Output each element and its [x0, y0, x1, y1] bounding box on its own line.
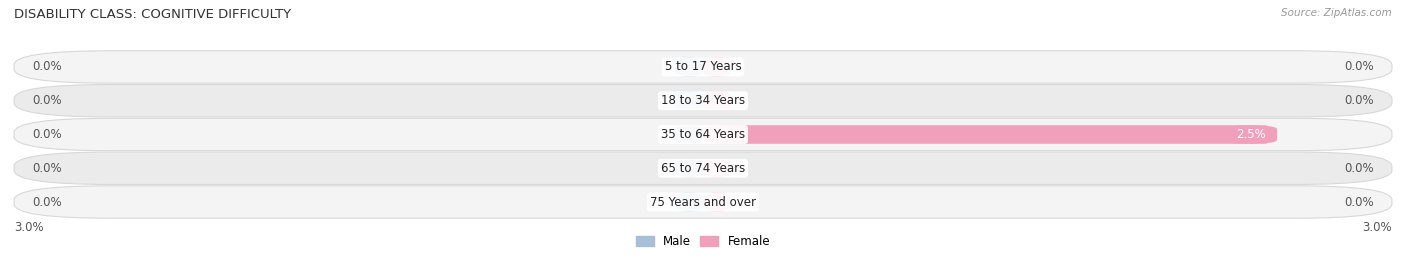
Text: 0.0%: 0.0%: [32, 61, 62, 73]
FancyBboxPatch shape: [703, 58, 731, 76]
Text: 2.5%: 2.5%: [1236, 128, 1265, 141]
Text: 5 to 17 Years: 5 to 17 Years: [665, 61, 741, 73]
Text: 0.0%: 0.0%: [32, 94, 62, 107]
Text: 0.0%: 0.0%: [32, 128, 62, 141]
Text: 0.0%: 0.0%: [32, 196, 62, 208]
Text: 0.0%: 0.0%: [1344, 196, 1374, 208]
Text: 0.0%: 0.0%: [32, 162, 62, 175]
Text: 75 Years and over: 75 Years and over: [650, 196, 756, 208]
FancyBboxPatch shape: [14, 84, 1392, 117]
FancyBboxPatch shape: [703, 91, 731, 110]
FancyBboxPatch shape: [14, 51, 1392, 83]
Text: 0.0%: 0.0%: [1344, 61, 1374, 73]
FancyBboxPatch shape: [675, 91, 703, 110]
Text: 35 to 64 Years: 35 to 64 Years: [661, 128, 745, 141]
Text: DISABILITY CLASS: COGNITIVE DIFFICULTY: DISABILITY CLASS: COGNITIVE DIFFICULTY: [14, 8, 291, 21]
Text: 65 to 74 Years: 65 to 74 Years: [661, 162, 745, 175]
FancyBboxPatch shape: [14, 152, 1392, 185]
Text: 0.0%: 0.0%: [1344, 162, 1374, 175]
FancyBboxPatch shape: [675, 193, 703, 211]
Text: 3.0%: 3.0%: [14, 221, 44, 233]
Text: 3.0%: 3.0%: [1362, 221, 1392, 233]
FancyBboxPatch shape: [703, 159, 731, 178]
FancyBboxPatch shape: [703, 193, 731, 211]
Text: Source: ZipAtlas.com: Source: ZipAtlas.com: [1281, 8, 1392, 18]
FancyBboxPatch shape: [675, 125, 703, 144]
FancyBboxPatch shape: [14, 118, 1392, 151]
FancyBboxPatch shape: [14, 186, 1392, 218]
FancyBboxPatch shape: [703, 125, 1277, 144]
Text: 0.0%: 0.0%: [1344, 94, 1374, 107]
Legend: Male, Female: Male, Female: [631, 230, 775, 253]
Text: 18 to 34 Years: 18 to 34 Years: [661, 94, 745, 107]
FancyBboxPatch shape: [675, 58, 703, 76]
FancyBboxPatch shape: [675, 159, 703, 178]
